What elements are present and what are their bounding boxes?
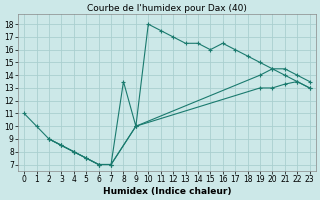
X-axis label: Humidex (Indice chaleur): Humidex (Indice chaleur) bbox=[103, 187, 231, 196]
Title: Courbe de l'humidex pour Dax (40): Courbe de l'humidex pour Dax (40) bbox=[87, 4, 247, 13]
